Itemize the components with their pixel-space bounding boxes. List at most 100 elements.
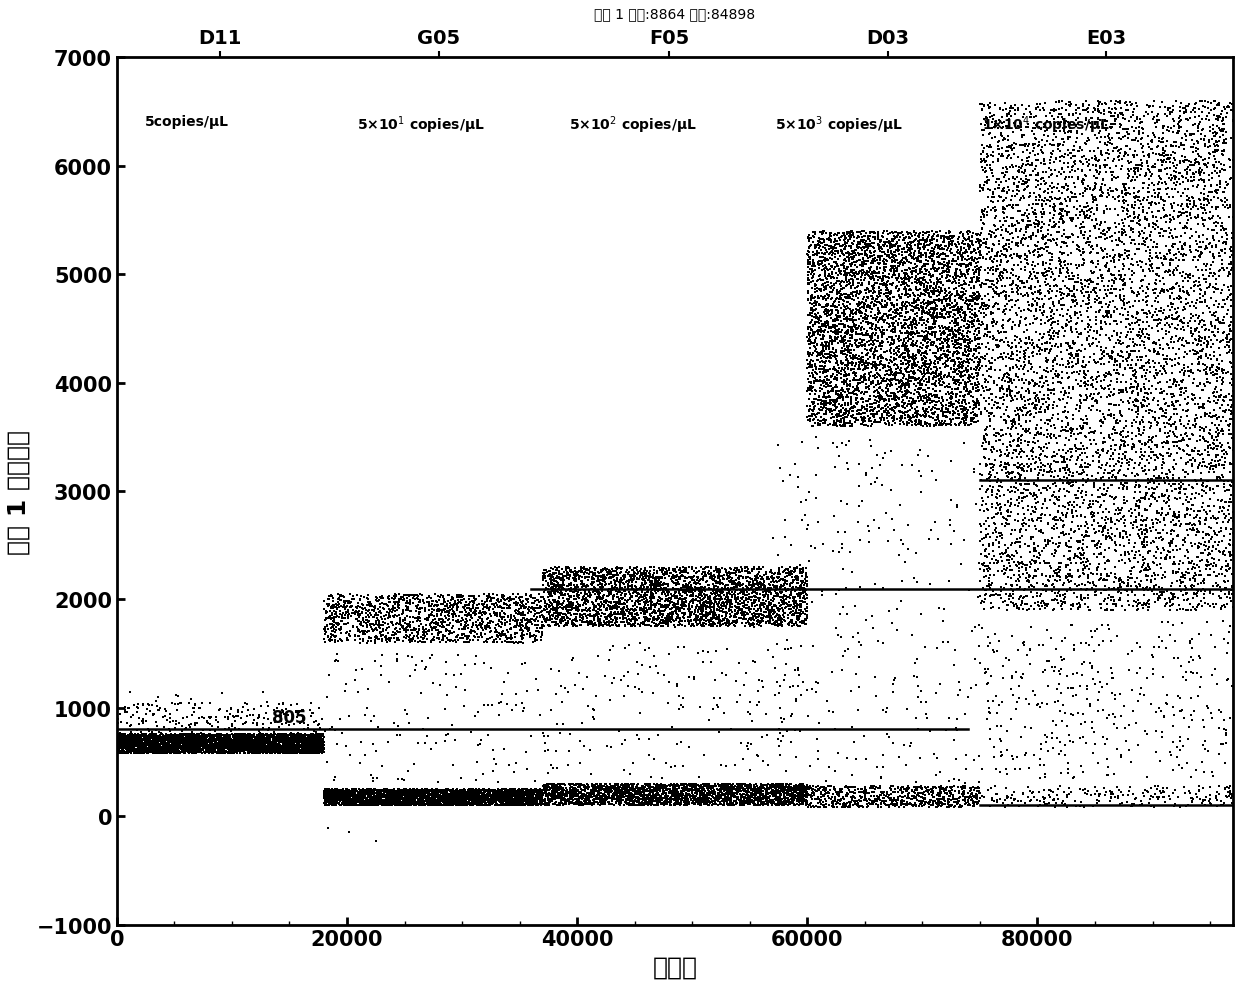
Point bbox=[1096, 751, 1116, 767]
Point bbox=[587, 574, 606, 590]
Point bbox=[763, 797, 782, 812]
Point bbox=[1148, 513, 1168, 528]
Point bbox=[1137, 294, 1157, 310]
Point bbox=[481, 795, 501, 810]
Point bbox=[321, 794, 341, 810]
Point bbox=[631, 785, 651, 801]
Point bbox=[1210, 174, 1230, 189]
Point bbox=[954, 359, 973, 375]
Point bbox=[811, 409, 831, 425]
Point bbox=[337, 796, 357, 811]
Point bbox=[570, 780, 590, 796]
Point bbox=[957, 349, 977, 365]
Point bbox=[148, 737, 167, 752]
Point bbox=[671, 616, 691, 632]
Point bbox=[923, 327, 942, 343]
Point bbox=[367, 622, 387, 638]
Point bbox=[1208, 139, 1228, 155]
Point bbox=[854, 339, 874, 355]
Point bbox=[856, 372, 875, 387]
Point bbox=[1030, 182, 1050, 198]
Point bbox=[402, 793, 422, 809]
Point bbox=[440, 793, 460, 809]
Point bbox=[501, 788, 521, 804]
Point bbox=[759, 758, 779, 774]
Point bbox=[334, 595, 353, 610]
Point bbox=[1084, 505, 1104, 521]
Point bbox=[1133, 263, 1153, 279]
Point bbox=[1049, 138, 1069, 154]
Point bbox=[706, 777, 725, 793]
Point bbox=[332, 797, 352, 812]
Point bbox=[906, 575, 926, 591]
Point bbox=[580, 616, 600, 632]
Point bbox=[863, 321, 883, 337]
Point bbox=[321, 600, 341, 616]
Point bbox=[921, 252, 941, 268]
Point bbox=[844, 359, 864, 375]
Point bbox=[781, 781, 801, 797]
Point bbox=[1059, 355, 1079, 371]
Point bbox=[797, 574, 817, 590]
Point bbox=[622, 580, 642, 596]
Point bbox=[1179, 158, 1199, 174]
Point bbox=[911, 346, 931, 362]
Point bbox=[1104, 141, 1123, 157]
Point bbox=[1125, 456, 1145, 471]
Point bbox=[903, 299, 923, 315]
Point bbox=[1078, 390, 1097, 406]
Point bbox=[1220, 392, 1240, 408]
Point bbox=[963, 309, 983, 324]
Point bbox=[1076, 377, 1096, 392]
Point bbox=[1047, 217, 1066, 233]
Point bbox=[155, 745, 175, 761]
Point bbox=[1038, 223, 1058, 239]
Point bbox=[409, 787, 429, 803]
Point bbox=[1192, 122, 1211, 138]
Point bbox=[915, 795, 935, 810]
Point bbox=[404, 798, 424, 813]
Point bbox=[1174, 364, 1194, 380]
Point bbox=[1117, 139, 1137, 155]
Point bbox=[548, 760, 568, 776]
Point bbox=[1038, 516, 1058, 531]
Point bbox=[1094, 781, 1114, 797]
Point bbox=[728, 589, 748, 604]
Point bbox=[246, 733, 265, 748]
Point bbox=[290, 733, 310, 748]
Point bbox=[940, 517, 960, 532]
Point bbox=[663, 589, 683, 604]
Point bbox=[186, 732, 206, 747]
Point bbox=[777, 608, 797, 624]
Point bbox=[365, 797, 384, 812]
Point bbox=[343, 784, 363, 800]
Point bbox=[618, 594, 637, 609]
Point bbox=[1152, 532, 1172, 548]
Point bbox=[791, 791, 811, 807]
Point bbox=[991, 149, 1011, 165]
Point bbox=[479, 792, 498, 808]
Point bbox=[960, 225, 980, 241]
Point bbox=[351, 794, 371, 810]
Point bbox=[1101, 94, 1121, 109]
Point bbox=[981, 387, 1001, 402]
Point bbox=[866, 413, 885, 429]
Point bbox=[525, 794, 544, 810]
Point bbox=[583, 782, 603, 798]
Point bbox=[1200, 491, 1220, 507]
Point bbox=[1068, 162, 1087, 177]
Point bbox=[862, 784, 882, 800]
Point bbox=[1171, 484, 1190, 500]
Point bbox=[1037, 464, 1056, 480]
Point bbox=[889, 331, 909, 347]
Point bbox=[353, 612, 373, 628]
Point bbox=[941, 360, 961, 376]
Point bbox=[125, 734, 145, 749]
Point bbox=[522, 786, 542, 802]
Point bbox=[518, 791, 538, 807]
Point bbox=[279, 745, 299, 761]
Point bbox=[498, 792, 518, 808]
Point bbox=[651, 781, 671, 797]
Point bbox=[357, 588, 377, 603]
Point bbox=[768, 587, 787, 602]
